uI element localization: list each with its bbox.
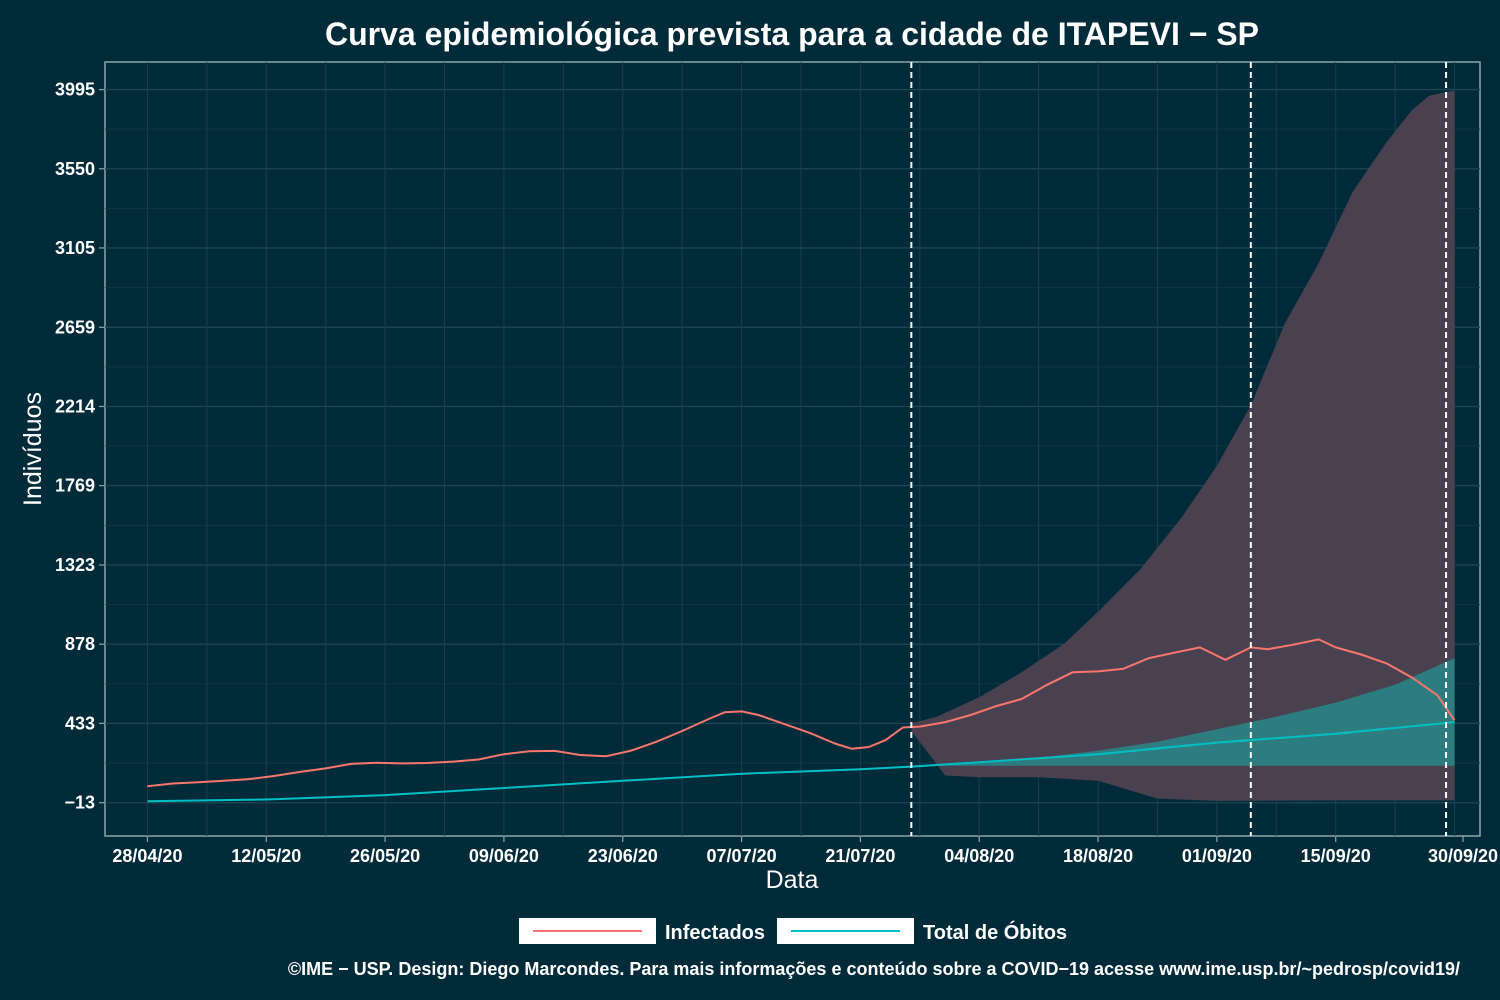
y-axis-title: Indivíduos [19,392,47,506]
x-tick-label: 23/06/20 [588,846,658,866]
confidence-bands [911,90,1455,801]
y-tick-label: 433 [65,713,95,733]
x-tick-label: 30/09/20 [1428,846,1498,866]
y-tick-label: 1323 [55,555,95,575]
chart-title: Curva epidemiológica prevista para a cid… [325,16,1259,52]
x-tick-label: 01/09/20 [1182,846,1252,866]
y-tick-label: 2659 [55,317,95,337]
y-axis-ticks: −13 433 878 1323 1769 2214 2659 3105 3550 3995 [55,80,105,813]
legend-label-obitos: Total de Óbitos [923,920,1067,944]
caption: ©IME − USP. Design: Diego Marcondes. Par… [288,959,1460,979]
y-tick-label: 3105 [55,238,95,258]
x-tick-label: 12/05/20 [231,846,301,866]
x-tick-label: 18/08/20 [1063,846,1133,866]
x-axis-title: Data [766,866,819,894]
series-infectados-line [147,638,1456,788]
y-tick-label: −13 [64,793,95,813]
y-tick-label: 878 [65,634,95,654]
x-tick-label: 21/07/20 [825,846,895,866]
x-tick-label: 26/05/20 [350,846,420,866]
plot-panel [104,61,1481,837]
x-tick-label: 09/06/20 [469,846,539,866]
series-obitos-line [147,721,1455,803]
deaths-confidence-band [911,658,1455,767]
y-tick-label: 1769 [55,476,95,496]
x-axis-ticks: 28/04/20 12/05/20 26/05/20 09/06/20 23/06/20… [112,836,1498,866]
x-tick-label: 07/07/20 [707,846,777,866]
legend-label-infectados: Infectados [665,922,765,944]
y-tick-label: 2214 [55,396,95,416]
x-tick-label: 04/08/20 [944,846,1014,866]
y-tick-label: 3550 [55,159,95,179]
legend: Infectados Total de Óbitos [519,918,1067,944]
y-tick-label: 3995 [55,80,95,100]
x-tick-label: 28/04/20 [112,846,182,866]
series-lines [147,638,1456,803]
x-tick-label: 15/09/20 [1301,846,1371,866]
infected-confidence-band [911,90,1455,801]
vertical-reference-lines [910,62,1448,836]
